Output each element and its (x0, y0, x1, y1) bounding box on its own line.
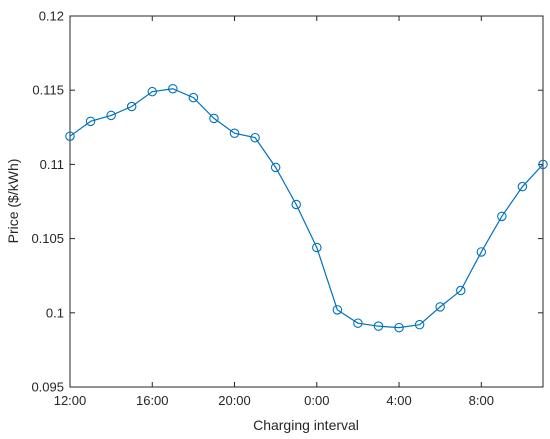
data-point (147, 86, 158, 97)
data-point (455, 285, 466, 296)
data-point (106, 110, 116, 121)
data-point (517, 181, 528, 192)
data-point (414, 319, 425, 330)
data-point (270, 162, 281, 173)
data-point (65, 131, 75, 141)
data-point (291, 199, 301, 210)
y-tick-label: 0.11 (40, 157, 64, 172)
y-tick-label: 0.1 (46, 305, 64, 320)
x-tick-label: 0:00 (304, 393, 329, 408)
x-tick-label: 12:00 (54, 393, 87, 408)
data-point (250, 132, 260, 143)
series-layer (65, 83, 548, 333)
data-point (168, 83, 178, 94)
y-tick-label: 0.105 (31, 231, 64, 246)
data-point (188, 92, 199, 103)
data-point (373, 321, 384, 331)
data-point (229, 128, 240, 138)
y-tick-label: 0.115 (32, 83, 64, 98)
y-axis-label: Price ($/kWh) (5, 159, 21, 244)
data-point (312, 242, 322, 253)
data-point (435, 302, 445, 312)
x-axis-ticks: 12:00 16:00 20:00 0:00 4:00 8:00 (54, 16, 494, 408)
x-tick-label: 20:00 (218, 393, 251, 408)
data-point (126, 101, 137, 112)
plot-area (69, 15, 544, 388)
x-tick-label: 4:00 (386, 393, 411, 408)
data-point (476, 247, 487, 257)
data-point (353, 318, 363, 328)
data-point (394, 322, 404, 333)
data-point (85, 116, 96, 127)
y-axis-ticks: 0.095 0.1 0.105 0.11 0.115 0.12 (31, 9, 543, 395)
y-tick-label: 0.095 (31, 380, 64, 395)
x-tick-label: 16:00 (136, 393, 169, 408)
data-point (497, 211, 507, 222)
data-point (332, 305, 343, 315)
x-axis-label: Charging interval (253, 417, 359, 433)
data-point (209, 113, 219, 124)
x-tick-label: 8:00 (469, 393, 494, 408)
y-tick-label: 0.12 (39, 9, 64, 24)
data-point (538, 159, 548, 170)
